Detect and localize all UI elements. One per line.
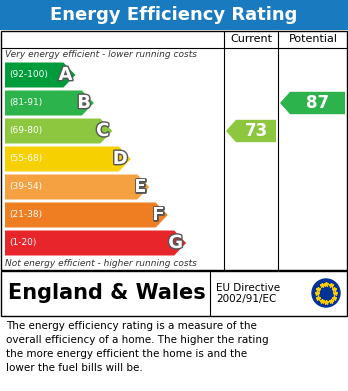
Text: Not energy efficient - higher running costs: Not energy efficient - higher running co…	[5, 259, 197, 268]
Polygon shape	[280, 92, 345, 114]
Bar	[1, 31, 347, 270]
Text: overall efficiency of a home. The higher the rating: overall efficiency of a home. The higher…	[6, 335, 269, 345]
Text: The energy efficiency rating is a measure of the: The energy efficiency rating is a measur…	[6, 321, 257, 331]
Polygon shape	[5, 63, 76, 88]
Text: lower the fuel bills will be.: lower the fuel bills will be.	[6, 363, 143, 373]
Text: (55-68): (55-68)	[9, 154, 42, 163]
Text: (1-20): (1-20)	[9, 239, 37, 248]
Text: (21-38): (21-38)	[9, 210, 42, 219]
Text: 73: 73	[244, 122, 268, 140]
Bar	[0, 0, 348, 30]
Text: (81-91): (81-91)	[9, 99, 42, 108]
Text: the more energy efficient the home is and the: the more energy efficient the home is an…	[6, 349, 247, 359]
Polygon shape	[5, 118, 112, 143]
Text: F: F	[152, 206, 165, 224]
Polygon shape	[5, 90, 94, 115]
Text: Potential: Potential	[288, 34, 338, 44]
Polygon shape	[5, 147, 131, 172]
Text: Current: Current	[230, 34, 272, 44]
Text: 87: 87	[306, 94, 329, 112]
Text: B: B	[77, 94, 91, 112]
Text: A: A	[58, 66, 72, 84]
Text: C: C	[96, 122, 109, 140]
Circle shape	[312, 279, 340, 307]
Text: G: G	[168, 234, 183, 252]
Polygon shape	[226, 120, 276, 142]
Text: E: E	[134, 178, 146, 196]
Text: (39-54): (39-54)	[9, 183, 42, 192]
Text: (92-100): (92-100)	[9, 70, 48, 79]
Text: (69-80): (69-80)	[9, 127, 42, 136]
Polygon shape	[5, 174, 149, 199]
Text: Energy Efficiency Rating: Energy Efficiency Rating	[50, 6, 298, 24]
Polygon shape	[5, 231, 186, 255]
Polygon shape	[5, 203, 168, 228]
Text: D: D	[113, 150, 128, 168]
Text: EU Directive: EU Directive	[216, 283, 280, 293]
Bar	[1, 271, 347, 316]
Text: England & Wales: England & Wales	[8, 283, 206, 303]
Text: 2002/91/EC: 2002/91/EC	[216, 294, 276, 304]
Text: Very energy efficient - lower running costs: Very energy efficient - lower running co…	[5, 50, 197, 59]
